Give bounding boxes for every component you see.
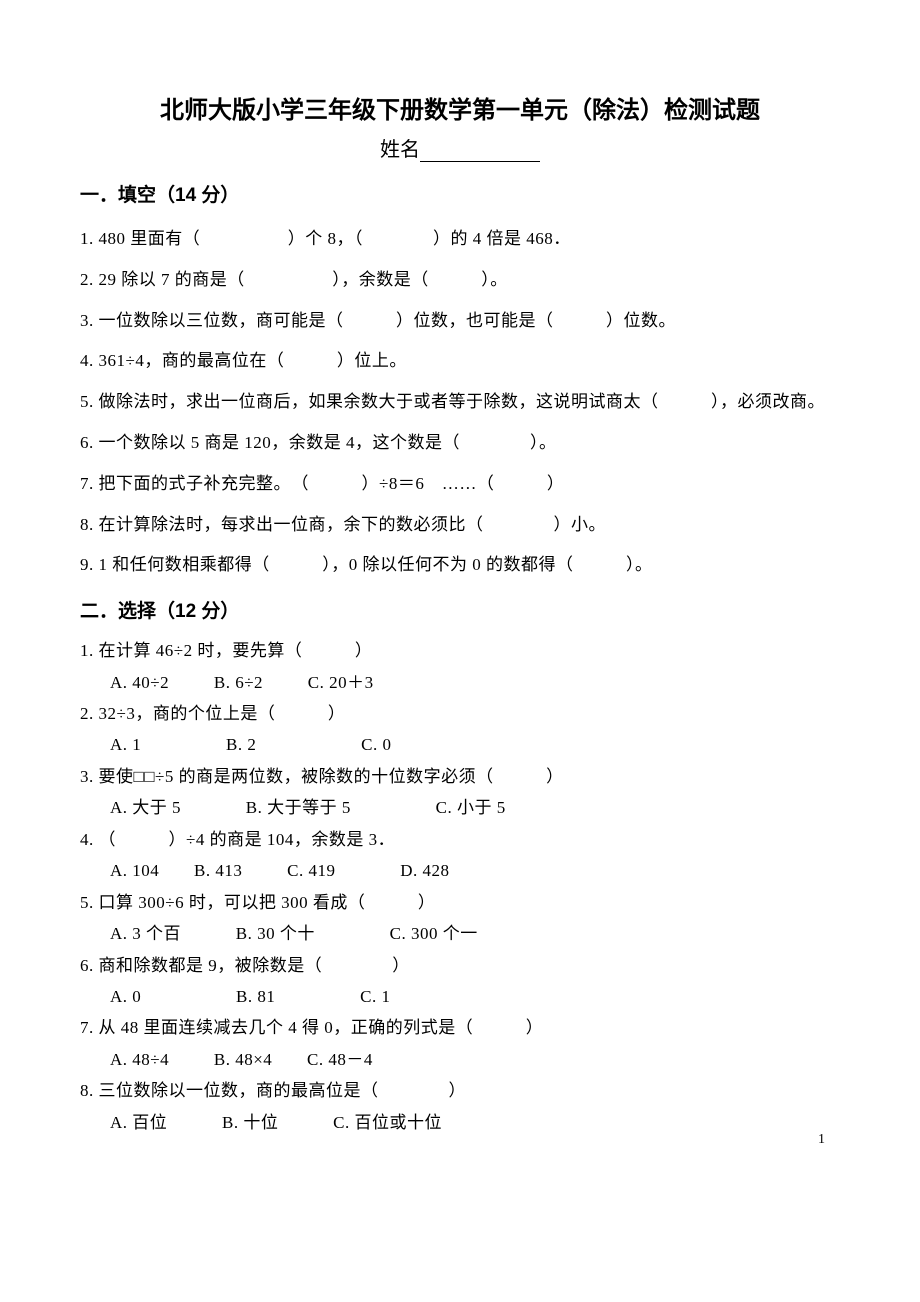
choice-q5: 5. 口算 300÷6 时，可以把 300 看成（ ） [80,887,840,918]
choice-q7-a: A. 48÷4 [110,1044,169,1075]
choice-q1: 1. 在计算 46÷2 时，要先算（ ） [80,635,840,666]
fill-q8: 8. 在计算除法时，每求出一位商，余下的数必须比（ ）小。 [80,505,840,546]
fill-q4: 4. 361÷4，商的最高位在（ ）位上。 [80,341,840,382]
choice-q2-b: B. 2 [226,729,256,760]
choice-q8-a: A. 百位 [110,1107,167,1138]
choice-q6: 6. 商和除数都是 9，被除数是（ ） [80,950,840,981]
choice-q6-b: B. 81 [236,981,275,1012]
choice-q3-b: B. 大于等于 5 [246,792,351,823]
choice-q2: 2. 32÷3，商的个位上是（ ） [80,698,840,729]
choice-q7-options: A. 48÷4 B. 48×4 C. 48－4 [80,1044,840,1075]
choice-q7-c: C. 48－4 [307,1044,373,1075]
fill-q2: 2. 29 除以 7 的商是（ ），余数是（ ）。 [80,260,840,301]
choice-q3: 3. 要使□□÷5 的商是两位数，被除数的十位数字必须（ ） [80,761,840,792]
fill-q9: 9. 1 和任何数相乘都得（ ），0 除以任何不为 0 的数都得（ ）。 [80,545,840,586]
choice-q1-b: B. 6÷2 [214,667,263,698]
choice-q1-options: A. 40÷2 B. 6÷2 C. 20＋3 [80,667,840,698]
fill-q5: 5. 做除法时，求出一位商后，如果余数大于或者等于除数，这说明试商太（ ），必须… [80,382,840,423]
choice-q8-b: B. 十位 [222,1107,278,1138]
choice-q6-options: A. 0 B. 81 C. 1 [80,981,840,1012]
choice-q6-a: A. 0 [110,981,141,1012]
choice-q4-c: C. 419 [287,855,335,886]
section-fill-header: 一．填空（14 分） [80,180,840,207]
choice-q3-a: A. 大于 5 [110,792,181,823]
choice-q4-b: B. 413 [194,855,242,886]
choice-q8: 8. 三位数除以一位数，商的最高位是（ ） [80,1075,840,1106]
choice-q8-options: A. 百位 B. 十位 C. 百位或十位 [80,1107,840,1138]
choice-q7-b: B. 48×4 [214,1044,272,1075]
choice-q7: 7. 从 48 里面连续减去几个 4 得 0，正确的列式是（ ） [80,1012,840,1043]
choice-q3-options: A. 大于 5 B. 大于等于 5 C. 小于 5 [80,792,840,823]
fill-q1: 1. 480 里面有（ ）个 8，（ ）的 4 倍是 468． [80,219,840,260]
choice-q8-c: C. 百位或十位 [333,1107,442,1138]
choice-q5-options: A. 3 个百 B. 30 个十 C. 300 个一 [80,918,840,949]
name-line: 姓名 [80,133,840,162]
fill-q6: 6. 一个数除以 5 商是 120，余数是 4，这个数是（ ）。 [80,423,840,464]
choice-q5-a: A. 3 个百 [110,918,181,949]
choice-q2-options: A. 1 B. 2 C. 0 [80,729,840,760]
choice-q2-a: A. 1 [110,729,141,760]
choice-q5-b: B. 30 个十 [236,918,315,949]
section-choice-header: 二．选择（12 分） [80,596,840,623]
fill-q3: 3. 一位数除以三位数，商可能是（ ）位数，也可能是（ ）位数。 [80,301,840,342]
name-underline [420,161,540,162]
page-number: 1 [818,1132,825,1148]
choice-q5-c: C. 300 个一 [390,918,478,949]
choice-q4-d: D. 428 [400,855,449,886]
choice-q2-c: C. 0 [361,729,391,760]
choice-q4: 4. （ ）÷4 的商是 104，余数是 3． [80,824,840,855]
choice-q6-c: C. 1 [360,981,390,1012]
choice-q4-options: A. 104 B. 413 C. 419 D. 428 [80,855,840,886]
page-title: 北师大版小学三年级下册数学第一单元（除法）检测试题 [80,90,840,125]
choice-q3-c: C. 小于 5 [436,792,506,823]
choice-q1-c: C. 20＋3 [308,667,374,698]
choice-q1-a: A. 40÷2 [110,667,169,698]
name-label: 姓名 [380,139,420,161]
fill-q7: 7. 把下面的式子补充完整。 （ ）÷8＝6 ……（ ） [80,464,840,505]
choice-q4-a: A. 104 [110,855,159,886]
